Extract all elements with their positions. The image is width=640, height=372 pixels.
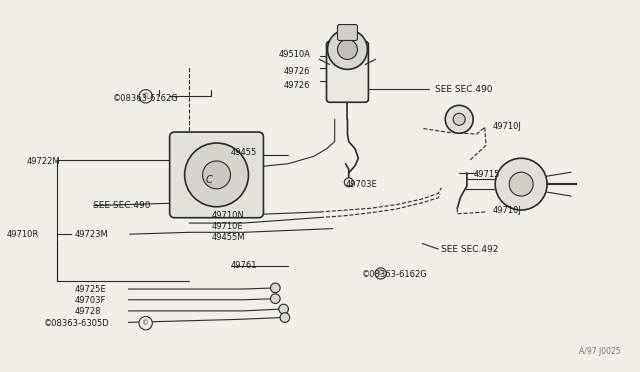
Circle shape xyxy=(280,313,290,323)
Text: ©08363-6162G: ©08363-6162G xyxy=(362,270,428,279)
Circle shape xyxy=(445,105,473,133)
Text: A/97 J0025: A/97 J0025 xyxy=(579,347,620,356)
Text: 49715: 49715 xyxy=(473,170,500,179)
Text: SEE SEC.490: SEE SEC.490 xyxy=(435,85,492,94)
Text: 49726: 49726 xyxy=(284,67,310,76)
Text: 49710J: 49710J xyxy=(492,122,522,131)
Text: 49726: 49726 xyxy=(284,81,310,90)
Text: 49710N: 49710N xyxy=(211,211,244,220)
Circle shape xyxy=(337,39,357,60)
Text: SEE SEC.492: SEE SEC.492 xyxy=(442,244,499,253)
Text: 49710R: 49710R xyxy=(7,230,39,240)
Circle shape xyxy=(328,29,367,69)
Text: 49703F: 49703F xyxy=(74,296,106,305)
Text: ©: © xyxy=(377,270,384,276)
Text: 49710J: 49710J xyxy=(492,206,522,215)
Circle shape xyxy=(453,113,465,125)
Circle shape xyxy=(344,178,353,187)
Text: 49455M: 49455M xyxy=(211,233,245,243)
Circle shape xyxy=(139,317,152,330)
Text: 49703E: 49703E xyxy=(346,180,378,189)
Circle shape xyxy=(203,161,230,189)
Circle shape xyxy=(139,90,152,103)
Text: 49722M: 49722M xyxy=(26,157,60,166)
FancyBboxPatch shape xyxy=(170,132,264,218)
Text: ©: © xyxy=(142,93,149,99)
Text: SEE SEC.490: SEE SEC.490 xyxy=(93,201,151,210)
Text: 49510A: 49510A xyxy=(278,50,310,59)
Text: ©: © xyxy=(142,320,149,326)
Circle shape xyxy=(509,172,533,196)
Text: 49725E: 49725E xyxy=(74,285,106,294)
Text: 49723M: 49723M xyxy=(74,230,108,240)
Text: 49710E: 49710E xyxy=(211,221,243,231)
Circle shape xyxy=(279,304,289,314)
Circle shape xyxy=(184,143,248,207)
Text: 49728: 49728 xyxy=(74,307,100,316)
FancyBboxPatch shape xyxy=(337,25,357,41)
Circle shape xyxy=(271,294,280,304)
Text: C: C xyxy=(205,175,212,185)
Text: 49455: 49455 xyxy=(230,148,257,157)
Circle shape xyxy=(375,268,386,279)
Circle shape xyxy=(271,283,280,293)
FancyBboxPatch shape xyxy=(326,42,369,102)
Text: 49761: 49761 xyxy=(230,261,257,270)
Text: ©08363-6162G: ©08363-6162G xyxy=(113,94,178,103)
Text: ©08363-6305D: ©08363-6305D xyxy=(44,319,110,328)
Circle shape xyxy=(495,158,547,210)
